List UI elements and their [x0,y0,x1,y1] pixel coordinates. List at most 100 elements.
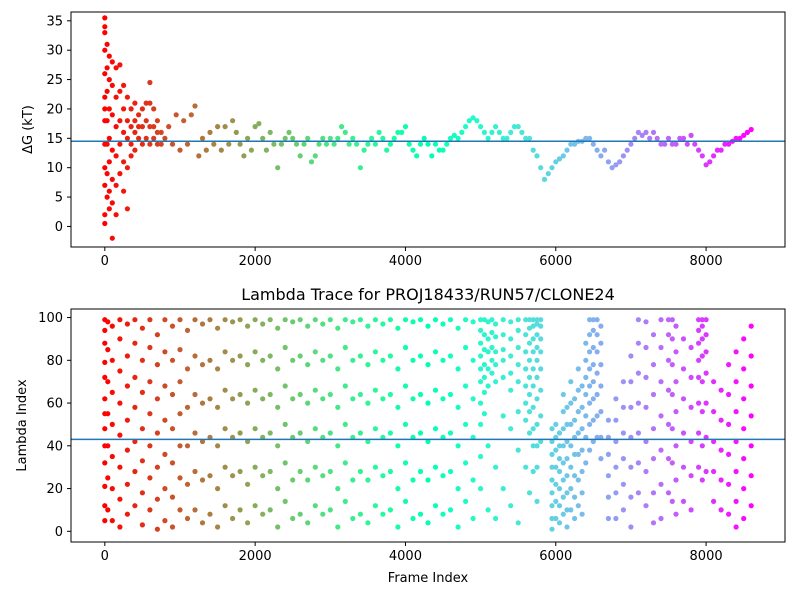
data-point [455,325,461,331]
data-point [680,366,687,372]
data-point [109,112,115,118]
data-point [711,468,717,475]
data-point [643,319,649,325]
data-point [620,507,627,513]
x-tick-label: 6000 [539,549,572,564]
data-point [184,327,191,333]
data-point [342,383,348,389]
data-point [733,438,739,445]
data-point [463,124,469,130]
data-point [154,332,160,338]
data-point [560,494,566,500]
data-point [669,460,675,466]
data-point [500,135,506,141]
data-point [688,507,694,513]
lambda-plot-area [71,309,785,542]
data-point [263,147,269,153]
data-point [432,464,439,470]
data-point [399,129,405,135]
data-point [635,317,642,323]
data-point [305,362,311,368]
data-point [230,396,236,402]
data-point [260,511,266,517]
data-point [207,396,213,402]
data-point [572,417,578,423]
data-point [245,481,251,487]
data-point [669,317,675,323]
data-point [323,141,330,147]
data-point [726,481,732,487]
data-point [102,29,108,36]
data-point [572,141,578,147]
data-point [526,374,533,380]
y-tick-label: 60 [46,397,63,412]
data-point [526,391,533,398]
data-point [395,443,401,449]
data-point [688,132,694,138]
data-point [470,477,476,483]
data-point [564,147,570,153]
data-point [312,387,318,393]
data-point [726,511,732,517]
data-point [493,321,499,327]
data-point [128,153,134,159]
data-point [628,434,634,440]
data-point [598,409,604,415]
data-point [635,370,642,376]
data-point [327,430,333,436]
data-point [387,468,393,475]
data-point [447,353,454,359]
data-point [102,426,108,432]
data-point [463,460,469,466]
data-point [628,141,634,147]
data-point [365,141,371,147]
data-point [282,317,288,323]
data-point [335,524,341,530]
data-point [590,327,596,333]
data-point [722,141,728,147]
data-point [128,141,134,147]
data-point [184,481,191,487]
data-point [455,135,461,141]
data-point [733,498,739,504]
data-point [380,473,386,479]
data-point [549,490,555,496]
data-point [624,147,630,153]
data-point [564,421,570,427]
data-point [237,353,243,359]
y-tick-label: 35 [46,14,63,29]
data-point [447,391,454,398]
data-point [335,325,341,331]
data-point [748,126,754,133]
data-point [680,464,687,470]
data-point [230,473,236,479]
data-point [733,349,739,355]
data-point [440,321,446,327]
data-point [556,468,563,475]
lambda-y-axis-label: Lambda Index [15,379,30,472]
data-point [534,421,540,427]
data-point [530,317,536,323]
data-point [650,391,657,398]
data-point [744,129,751,135]
data-point [105,475,111,481]
data-point [147,443,153,449]
data-point [113,153,119,159]
data-point [267,129,273,135]
data-point [665,357,672,363]
data-point [166,124,172,130]
data-point [463,344,469,351]
data-point [102,460,108,466]
data-point [312,464,318,470]
data-point [560,443,566,449]
data-point [493,334,499,340]
data-point [440,396,446,402]
data-point [549,515,555,522]
data-point [425,520,431,526]
data-point [560,477,566,483]
data-point [327,135,333,141]
lambda-axes-frame [70,308,786,543]
data-point [711,153,717,159]
delta-g-panel: 0 2000 4000 6000 8000 0 5 10 15 20 25 30 35 ΔG (kT) [21,11,786,269]
data-point [327,391,333,398]
